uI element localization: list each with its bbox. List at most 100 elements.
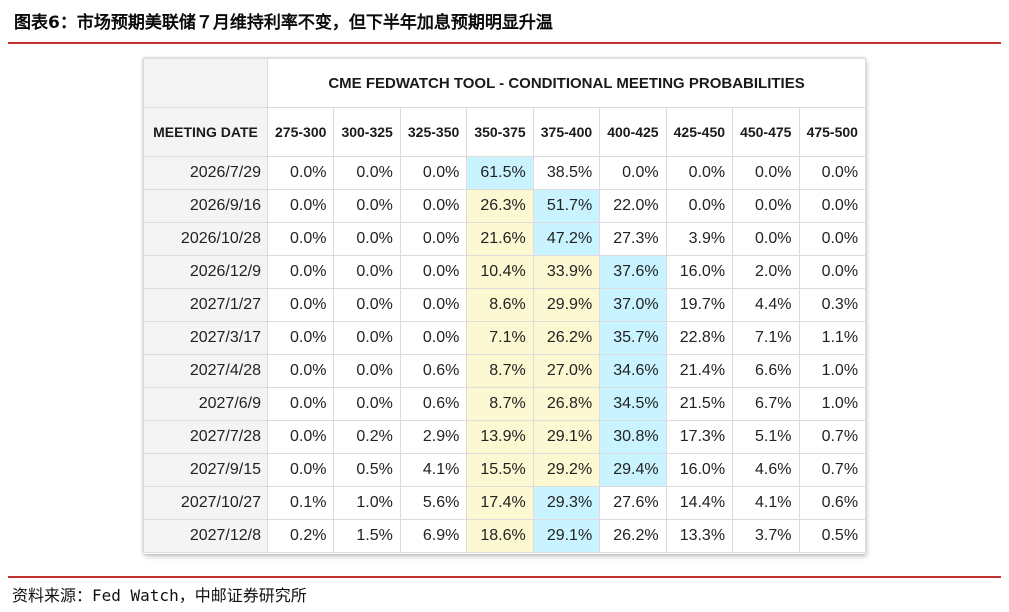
probability-cell: 0.0%: [399, 255, 468, 289]
corner-cell: [143, 58, 268, 108]
probability-cell: 27.6%: [599, 486, 667, 520]
probability-cell: 0.0%: [732, 222, 800, 256]
probability-cell-highlighted: 29.1%: [532, 519, 601, 553]
table-row: 2027/9/15 0.0% 0.5% 4.1% 15.5% 29.2% 29.4% 16.0…: [143, 453, 867, 487]
probability-cell-highlighted: 8.7%: [466, 387, 534, 421]
probability-cell: 14.4%: [665, 486, 734, 520]
table-row: 2027/12/8 0.2% 1.5% 6.9% 18.6% 29.1% 26.2% 13.3…: [143, 519, 867, 553]
probability-cell-highlighted: 29.1%: [532, 420, 601, 454]
probability-cell-highlighted: 29.3%: [532, 486, 601, 520]
probability-cell: 16.0%: [665, 255, 734, 289]
probability-cell-highlighted: 18.6%: [466, 519, 534, 553]
rate-range-header: 300-325: [333, 107, 401, 157]
table-row: 2027/1/27 0.0% 0.0% 0.0% 8.6% 29.9% 37.0% 19.7%…: [143, 288, 867, 322]
probability-cell: 0.0%: [266, 387, 335, 421]
probability-cell-highlighted: 61.5%: [466, 156, 534, 190]
probability-cell: 19.7%: [665, 288, 734, 322]
probability-cell-highlighted: 26.8%: [532, 387, 601, 421]
probability-cell: 0.0%: [399, 288, 468, 322]
probability-cell: 0.0%: [732, 156, 800, 190]
probability-cell: 0.0%: [266, 354, 335, 388]
probability-cell: 0.0%: [333, 354, 401, 388]
probability-cell: 0.0%: [333, 288, 401, 322]
bottom-divider: [8, 576, 1001, 578]
probability-cell: 16.0%: [665, 453, 734, 487]
probability-cell: 1.0%: [798, 387, 867, 421]
probability-cell: 0.0%: [266, 420, 335, 454]
probability-cell-highlighted: 15.5%: [466, 453, 534, 487]
probability-cell: 0.5%: [798, 519, 867, 553]
probability-cell: 0.0%: [266, 288, 335, 322]
probability-cell: 17.3%: [665, 420, 734, 454]
probability-cell-highlighted: 29.9%: [532, 288, 601, 322]
table-row: 2027/4/28 0.0% 0.0% 0.6% 8.7% 27.0% 34.6% 21.4%…: [143, 354, 867, 388]
probability-cell: 0.0%: [333, 255, 401, 289]
meeting-date-cell: 2027/1/27: [143, 288, 268, 322]
meeting-date-cell: 2026/10/28: [143, 222, 268, 256]
probability-cell: 22.8%: [665, 321, 734, 355]
column-header-row: MEETING DATE 275-300 300-325 325-350 350-37…: [143, 107, 867, 157]
probability-cell: 7.1%: [732, 321, 800, 355]
probability-cell: 0.0%: [399, 156, 468, 190]
meeting-date-cell: 2026/12/9: [143, 255, 268, 289]
probability-cell: 0.0%: [333, 222, 401, 256]
rate-range-header: 475-500: [798, 107, 867, 157]
probability-cell-highlighted: 35.7%: [599, 321, 667, 355]
probability-cell: 6.7%: [732, 387, 800, 421]
probability-cell: 6.9%: [399, 519, 468, 553]
rate-range-header: 375-400: [532, 107, 601, 157]
figure-title: 图表6：市场预期美联储７月维持利率不变，但下半年加息预期明显升温: [14, 13, 553, 33]
meeting-date-cell: 2027/10/27: [143, 486, 268, 520]
probability-cell: 0.0%: [399, 222, 468, 256]
probability-cell: 21.4%: [665, 354, 734, 388]
rate-range-header: 450-475: [732, 107, 800, 157]
probability-cell-highlighted: 34.6%: [599, 354, 667, 388]
probability-cell-highlighted: 7.1%: [466, 321, 534, 355]
probability-cell-highlighted: 26.2%: [532, 321, 601, 355]
probability-cell: 0.0%: [333, 189, 401, 223]
probability-cell: 4.1%: [399, 453, 468, 487]
probability-cell: 0.2%: [266, 519, 335, 553]
probability-cell: 3.9%: [665, 222, 734, 256]
probability-cell: 0.0%: [798, 189, 867, 223]
probability-cell: 0.7%: [798, 453, 867, 487]
probability-cell-highlighted: 29.2%: [532, 453, 601, 487]
probability-cell: 21.5%: [665, 387, 734, 421]
rate-range-header: 275-300: [266, 107, 335, 157]
probability-cell-highlighted: 33.9%: [532, 255, 601, 289]
probability-cell-highlighted: 27.0%: [532, 354, 601, 388]
probability-cell: 1.1%: [798, 321, 867, 355]
table-title: CME FEDWATCH TOOL - CONDITIONAL MEETING …: [266, 58, 867, 108]
meeting-date-cell: 2027/6/9: [143, 387, 268, 421]
probability-cell: 0.0%: [798, 156, 867, 190]
probability-cell: 27.3%: [599, 222, 667, 256]
probability-cell: 3.7%: [732, 519, 800, 553]
probability-table: CME FEDWATCH TOOL - CONDITIONAL MEETING …: [143, 58, 867, 553]
probability-cell: 0.3%: [798, 288, 867, 322]
source-note: 资料来源：Fed Watch，中邮证券研究所: [12, 586, 307, 605]
probability-cell-highlighted: 10.4%: [466, 255, 534, 289]
probability-cell-highlighted: 37.0%: [599, 288, 667, 322]
probability-cell: 5.1%: [732, 420, 800, 454]
probability-cell: 0.0%: [399, 189, 468, 223]
probability-cell-highlighted: 8.7%: [466, 354, 534, 388]
probability-cell: 0.6%: [399, 354, 468, 388]
probability-cell: 0.6%: [798, 486, 867, 520]
title-row: CME FEDWATCH TOOL - CONDITIONAL MEETING …: [143, 58, 867, 108]
table-body: 2026/7/29 0.0% 0.0% 0.0% 61.5% 38.5% 0.0% 0.0% 0…: [143, 156, 867, 553]
table-row: 2026/10/28 0.0% 0.0% 0.0% 21.6% 47.2% 27.3% 3.9…: [143, 222, 867, 256]
meeting-date-cell: 2027/3/17: [143, 321, 268, 355]
table-row: 2027/6/9 0.0% 0.0% 0.6% 8.7% 26.8% 34.5% 21.5% 6…: [143, 387, 867, 421]
probability-cell: 1.0%: [798, 354, 867, 388]
probability-cell: 4.1%: [732, 486, 800, 520]
meeting-date-cell: 2027/9/15: [143, 453, 268, 487]
probability-cell-highlighted: 21.6%: [466, 222, 534, 256]
probability-cell: 4.6%: [732, 453, 800, 487]
probability-cell: 4.4%: [732, 288, 800, 322]
probability-cell: 22.0%: [599, 189, 667, 223]
probability-cell-highlighted: 13.9%: [466, 420, 534, 454]
rate-range-header: 350-375: [466, 107, 534, 157]
probability-cell-highlighted: 8.6%: [466, 288, 534, 322]
rate-range-header: 400-425: [599, 107, 667, 157]
rate-range-header: 325-350: [399, 107, 468, 157]
